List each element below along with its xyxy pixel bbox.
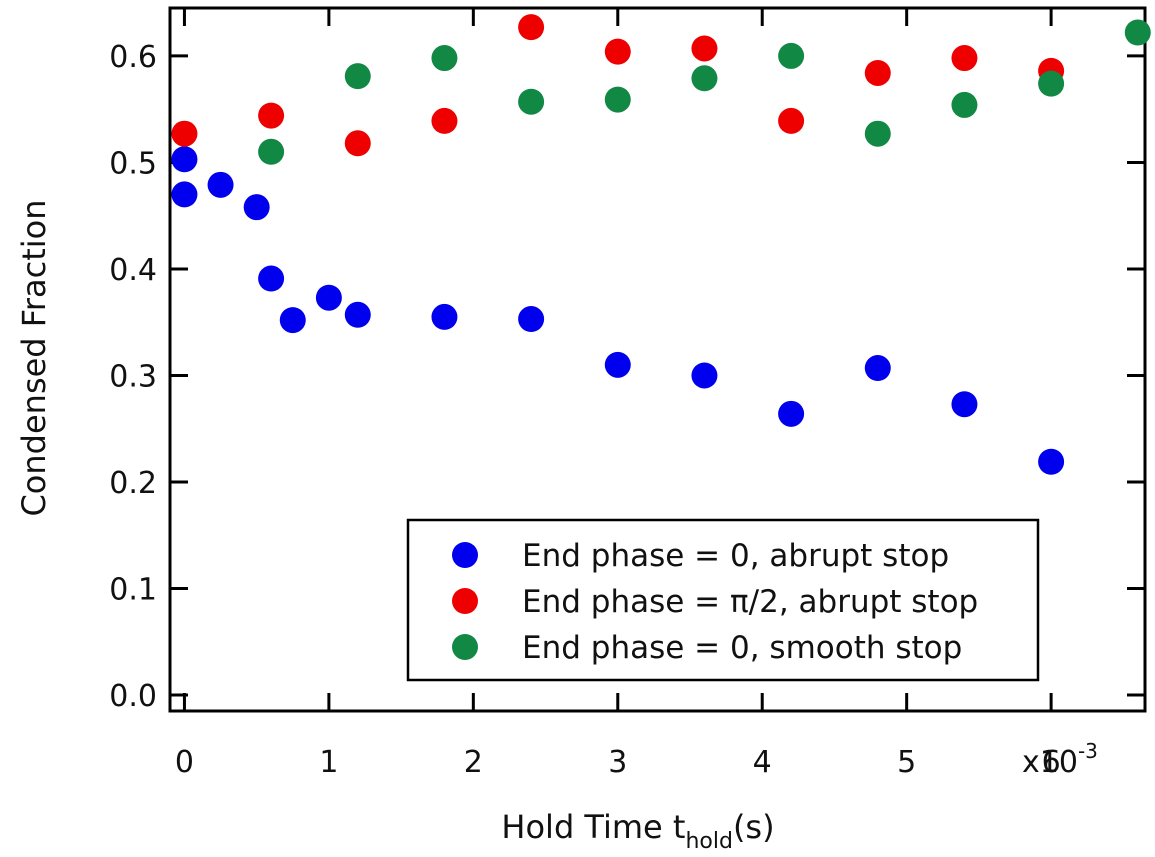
data-point	[864, 355, 891, 382]
legend-item: End phase = 0, smooth stop	[452, 630, 962, 666]
x-tick-label: 5	[897, 745, 916, 780]
data-point	[864, 59, 891, 86]
data-point	[951, 391, 978, 418]
legend-box	[406, 518, 1040, 682]
axis-ticks	[170, 8, 1145, 711]
x-axis-title-subscript: hold	[685, 829, 732, 854]
data-point	[258, 102, 285, 129]
data-point	[778, 107, 805, 134]
legend-label: End phase = π/2, abrupt stop	[522, 584, 978, 620]
data-point	[431, 107, 458, 134]
data-point	[518, 306, 545, 333]
data-point	[778, 400, 805, 427]
data-point	[171, 146, 198, 173]
data-point	[691, 362, 718, 389]
legend-marker	[452, 542, 478, 568]
legend-item: End phase = 0, abrupt stop	[452, 538, 949, 574]
x-tick-label: 4	[753, 745, 772, 780]
legend-item: End phase = π/2, abrupt stop	[452, 584, 978, 620]
x-tick-label: 0	[175, 745, 194, 780]
x-tick-label: 1	[319, 745, 338, 780]
data-point	[243, 194, 270, 221]
x-axis-title: Hold Time thold(s)	[501, 808, 774, 854]
data-point	[344, 301, 371, 328]
y-tick-label: 0.6	[109, 40, 157, 75]
legend: End phase = 0, abrupt stop End phase = π/…	[406, 518, 1040, 682]
x-tick-label: 3	[608, 745, 627, 780]
legend-marker	[452, 588, 478, 614]
y-axis-title: Condensed Fraction	[15, 199, 53, 516]
x-tick-label: 6	[1042, 745, 1061, 780]
y-tick-label: 0.4	[109, 253, 157, 288]
data-point	[518, 14, 545, 41]
data-point	[344, 63, 371, 90]
y-tick-label: 0.3	[109, 359, 157, 394]
y-tick-label: 0.0	[109, 679, 157, 714]
data-point	[315, 284, 342, 311]
x-tick-labels: 0 1 2 3 4 5 6	[175, 745, 1061, 780]
y-tick-labels: 0.0 0.1 0.2 0.3 0.4 0.5 0.6	[109, 40, 157, 714]
series-2	[171, 14, 1065, 157]
y-tick-label: 0.5	[109, 146, 157, 181]
x-tick-label: 2	[464, 745, 483, 780]
legend-marker	[452, 634, 478, 660]
data-point	[691, 65, 718, 92]
y-tick-label: 0.2	[109, 466, 157, 501]
data-point	[1038, 70, 1065, 97]
data-point	[279, 307, 306, 334]
legend-label: End phase = 0, smooth stop	[522, 630, 962, 666]
data-point	[604, 351, 631, 378]
x-multiplier-exponent: -3	[1078, 739, 1098, 763]
y-tick-label: 0.1	[109, 573, 157, 608]
series-3	[258, 19, 1151, 165]
data-points	[171, 14, 1151, 475]
data-point	[778, 42, 805, 69]
data-point	[691, 35, 718, 62]
plot-frame	[168, 6, 1147, 713]
data-point	[951, 45, 978, 72]
data-point	[258, 265, 285, 292]
legend-label: End phase = 0, abrupt stop	[522, 538, 949, 574]
data-point	[604, 86, 631, 113]
series-1	[171, 146, 1065, 475]
data-point	[518, 88, 545, 115]
data-point	[258, 138, 285, 165]
data-point	[604, 38, 631, 65]
data-point	[431, 45, 458, 72]
data-point	[171, 120, 198, 147]
x-axis-title-suffix: (s)	[733, 808, 775, 846]
data-point	[431, 303, 458, 330]
data-point	[864, 120, 891, 147]
data-point	[207, 171, 234, 198]
data-point	[1038, 448, 1065, 475]
data-point	[951, 91, 978, 118]
data-point	[171, 181, 198, 208]
data-point	[1124, 19, 1151, 46]
x-multiplier-label: x10-3	[1022, 739, 1098, 780]
data-point	[344, 130, 371, 157]
legend-items: End phase = 0, abrupt stop End phase = π/…	[452, 538, 978, 666]
